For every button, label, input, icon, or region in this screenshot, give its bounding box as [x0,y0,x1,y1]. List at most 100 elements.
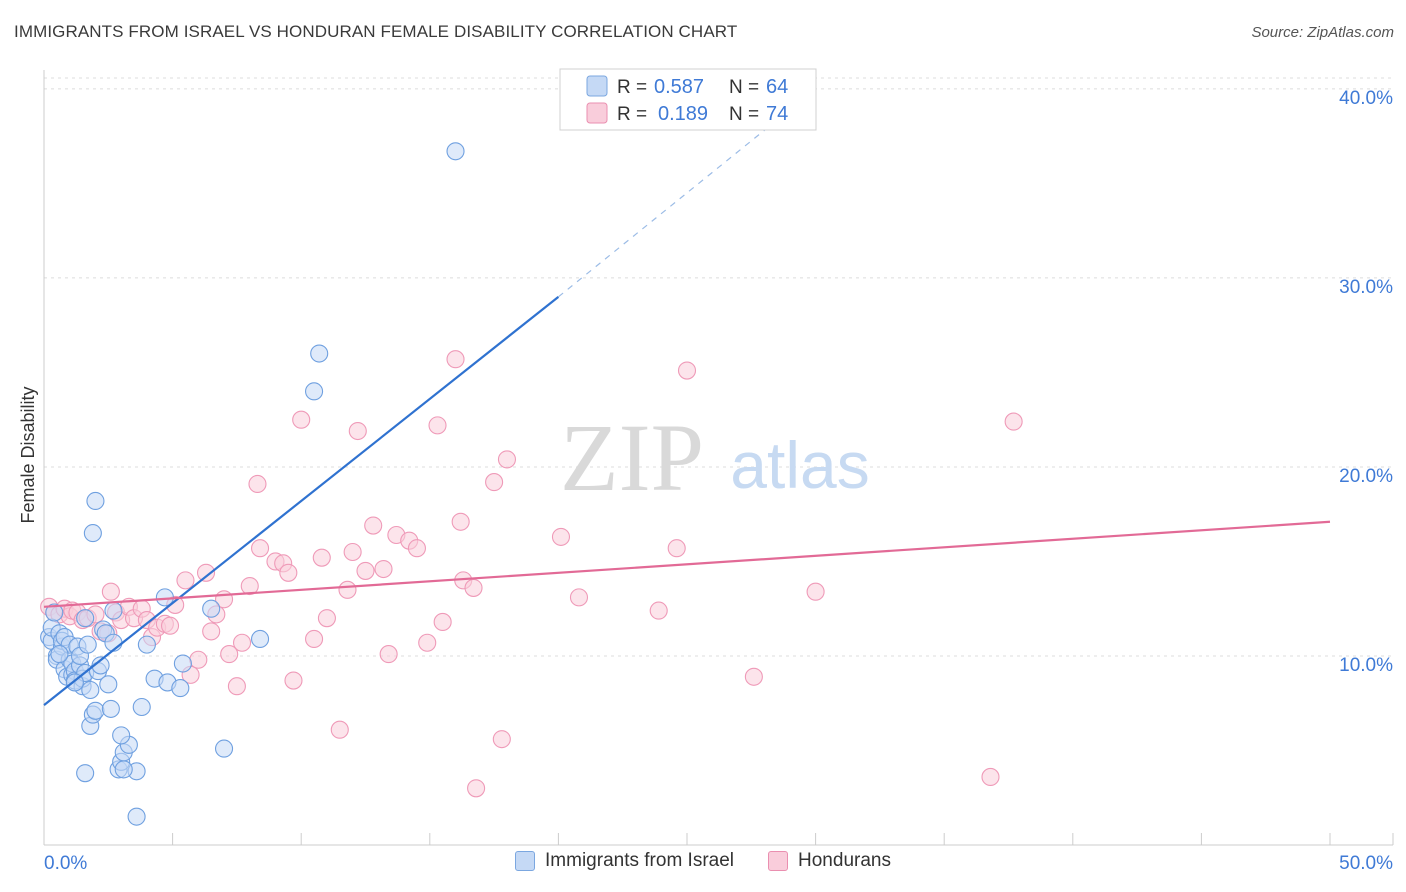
data-point-hondurans [250,539,270,558]
data-point-hondurans [806,582,825,601]
data-point-hondurans [330,720,349,739]
series-israel-points [40,142,465,826]
legend-r-label-1: R = [617,77,647,98]
data-point-israel [137,635,156,654]
watermark-atlas: atlas [730,428,869,502]
data-point-hondurans [551,527,571,546]
legend-n-label-2: N = [729,104,759,125]
data-point-hondurans [196,563,216,582]
legend-n-label-1: N = [729,77,759,98]
data-point-israel [78,635,97,654]
data-point-hondurans [279,563,298,582]
x-tick-label-max: 50.0% [1339,853,1393,874]
data-point-hondurans [407,539,426,558]
legend-n-value-2: 74 [766,103,788,125]
data-point-hondurans [433,612,452,632]
y-tick-label: 30.0% [1339,277,1393,298]
legend-label-israel: Immigrants from Israel [545,850,735,871]
data-point-hondurans [189,650,208,669]
data-point-israel [305,382,324,401]
data-point-israel [104,601,123,620]
data-point-hondurans [338,580,357,599]
data-point-hondurans [649,601,668,620]
data-point-hondurans [569,588,589,607]
data-point-israel [446,142,465,161]
data-point-hondurans [160,616,180,635]
axes [43,70,1394,846]
x-tick-label-min: 0.0% [44,853,87,874]
legend-swatch-israel [586,75,608,97]
data-point-israel [202,599,221,618]
data-point-hondurans [292,410,311,429]
legend-swatch-israel-bottom [515,851,536,871]
legend-r-value-1: 0.587 [654,76,704,98]
trend-line-hondurans [43,520,1331,608]
y-tick-label: 10.0% [1339,655,1393,676]
data-point-hondurans [232,633,252,652]
trend-line-israel [43,295,560,706]
data-point-israel [214,739,234,758]
data-point-hondurans [497,450,517,469]
data-point-israel [127,807,146,826]
data-point-israel [99,675,118,694]
data-point-hondurans [464,578,483,597]
data-point-israel [173,654,192,673]
gridlines [44,77,1393,657]
legend-n-value-1: 64 [766,76,788,98]
data-point-israel [171,679,190,698]
data-point-hondurans [248,474,267,494]
data-point-hondurans [677,361,697,380]
data-point-israel [132,697,151,717]
data-point-hondurans [1004,412,1023,431]
data-point-hondurans [312,548,331,567]
data-point-hondurans [446,350,465,369]
chart-title: IMMIGRANTS FROM ISRAEL VS HONDURAN FEMAL… [14,22,738,41]
data-point-hondurans [451,512,470,531]
data-point-israel [76,609,95,628]
data-point-hondurans [667,539,686,558]
data-point-hondurans [227,677,246,696]
data-point-hondurans [485,473,504,492]
data-point-hondurans [317,609,336,628]
data-point-israel [86,701,105,720]
watermark: ZIP atlas [560,404,870,511]
legend-item-hondurans[interactable]: Hondurans [768,850,891,872]
legend-item-israel[interactable]: Immigrants from Israel [515,850,734,872]
data-point-hondurans [364,516,383,535]
data-point-israel [81,680,100,700]
data-point-israel [310,344,329,363]
data-point-hondurans [284,671,303,690]
data-point-hondurans [240,576,259,596]
watermark-zip: ZIP [560,404,704,511]
data-point-israel [250,629,270,649]
data-point-hondurans [467,779,486,798]
data-point-israel [91,656,110,675]
data-point-hondurans [981,767,1000,787]
legend-top: R = 0.587 N = 64 R = 0.189 N = 74 [559,68,817,131]
data-point-hondurans [101,582,120,601]
legend-r-value-2: 0.189 [658,103,708,125]
data-point-israel [83,524,102,543]
data-point-hondurans [202,622,221,641]
data-point-israel [50,645,69,664]
data-point-hondurans [220,645,239,664]
data-point-israel [114,760,133,779]
data-point-hondurans [418,633,437,652]
legend-bottom: Immigrants from Israel Hondurans [0,850,1406,872]
y-axis-label: Female Disability [18,386,38,523]
data-point-israel [76,764,95,783]
data-point-israel [112,726,131,745]
tick-labels: 10.0% 20.0% 30.0% 40.0% 0.0% 50.0% [44,88,1393,874]
data-point-hondurans [744,667,763,686]
data-point-hondurans [379,645,398,664]
data-point-hondurans [356,561,375,580]
source-note: Source: ZipAtlas.com [1251,24,1394,41]
data-point-israel [45,603,64,622]
data-point-hondurans [428,416,447,435]
y-tick-label: 20.0% [1339,466,1393,487]
legend-swatch-hondurans-bottom [768,851,789,871]
data-point-hondurans [374,559,393,579]
trend-lines [43,88,1331,706]
data-point-hondurans [348,421,367,441]
